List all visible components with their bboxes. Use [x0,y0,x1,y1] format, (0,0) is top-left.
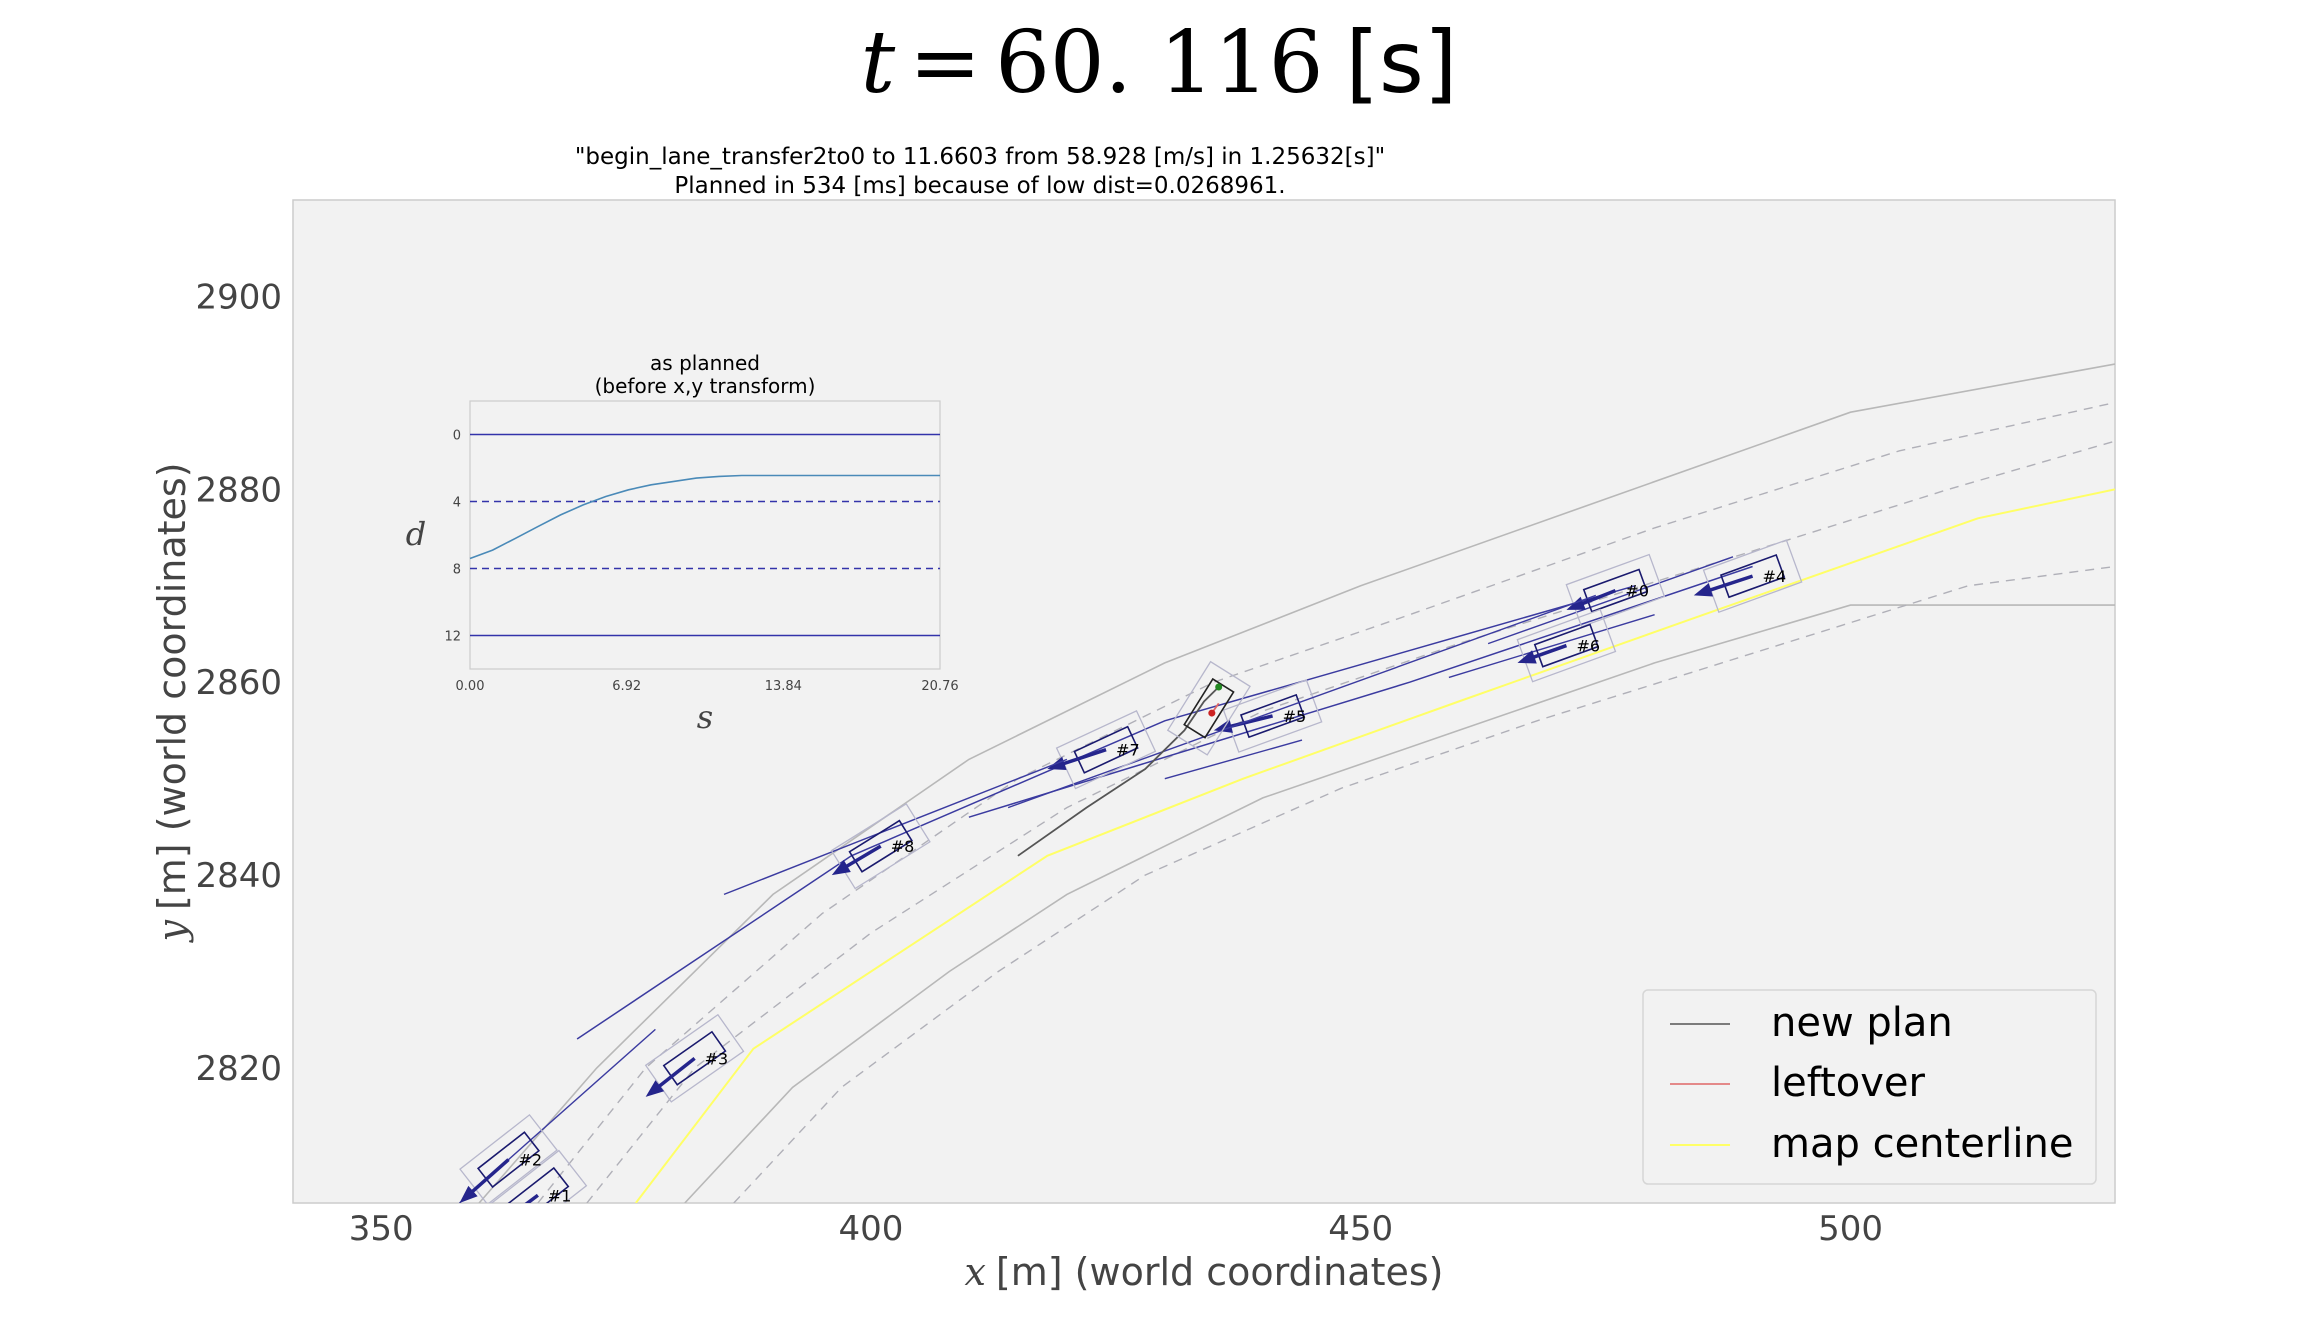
legend-label-new-plan: new plan [1771,1000,1953,1046]
vehicle-2-velocity-arrow [465,1158,510,1198]
vehicle-0-track [1487,556,1734,645]
legend-label-leftover: leftover [1771,1060,1926,1106]
vehicle-track-long-1 [968,565,1753,818]
vehicle-7-track [1007,594,1597,809]
vehicle-3-safety-box [644,1013,745,1103]
inset-xlabel: s [697,698,713,736]
map-centerline [635,488,2115,1203]
y-tick-label-2820: 2820 [195,1049,282,1089]
vehicle-1-label: #1 [548,1186,572,1205]
lane-dash-1 [586,440,2115,1203]
road-boundary-1 [684,604,2115,1203]
vehicle-2 [459,1113,558,1203]
road-boundary-0 [478,363,2115,1203]
y-tick-label-2840: 2840 [195,856,282,896]
vehicle-8-arrow-head [831,859,851,876]
vehicle-6-arrow-head [1517,650,1537,664]
title-time-value: 60. 116 [995,13,1323,113]
main-ylabel: y[m] (world coordinates) [150,462,194,943]
vehicle-3-velocity-arrow [652,1056,696,1093]
x-tick-label-450: 450 [1328,1209,1393,1249]
vehicle-6-track [1448,614,1655,679]
legend: new plan leftover map centerline [1642,989,2097,1185]
vehicle-4-velocity-arrow [1702,574,1754,594]
vehicle-4-label: #4 [1763,567,1787,586]
inset-x-tick-20.76: 20.76 [921,679,958,694]
ego-vehicle [1166,660,1251,756]
legend-label-map-centerline: map centerline [1771,1121,2073,1167]
vehicle-3-arrow-head [645,1080,665,1097]
vehicle-1-arrow-head [489,1216,508,1232]
x-tick-label-350: 350 [349,1209,414,1249]
x-tick-label-500: 500 [1818,1209,1883,1249]
vehicle-5-track [1164,739,1303,780]
vehicle-1-body [506,1166,570,1203]
vehicle-2-label: #2 [519,1151,543,1170]
vehicle-track-long-0 [576,585,1636,1040]
vehicle-7 [1055,709,1157,790]
figure-title: t = 60. 116 [s] [861,13,1458,113]
inset-x-tick-6.92: 6.92 [612,679,641,694]
vehicle-2-arrow-head [459,1185,478,1203]
vehicle-7-velocity-arrow [1056,748,1107,768]
ego-leftover-dot [1208,709,1216,717]
y-tick-label-2900: 2900 [195,277,282,317]
ego-vehicle-safety-box [1166,660,1251,756]
new-plan [1017,686,1220,857]
vehicle-2-body [476,1131,541,1189]
subtitle-line1: "begin_lane_transfer2to0 to 11.6603 from… [575,144,1385,170]
inset-title-line1: as planned [650,351,760,375]
lane-dash-2 [733,565,2115,1203]
x-tick-label-400: 400 [838,1209,903,1249]
inset-ylabel: d [406,515,426,553]
inset-plot-layer: 0.00 6.92 13.84 20.76 0 4 8 12 [444,429,958,695]
inset-y-tick-0: 0 [453,429,461,444]
vehicle-5-label: #5 [1283,707,1307,726]
vehicle-3-label: #3 [705,1049,729,1068]
vehicle-4-arrow-head [1693,583,1714,597]
main-plot-layer: #0 #1 #2 #3 #4 #5 #6 #7 #8 [459,363,2115,1232]
legend-box [1642,989,2097,1185]
vehicle-5-arrow-head [1213,719,1233,733]
title-equals: = [909,13,981,113]
inset-x-tick-13.84: 13.84 [765,679,802,694]
vehicle-2-safety-box [459,1113,558,1203]
vehicle-0-label: #0 [1625,582,1649,601]
vehicle-5-body [1239,693,1306,739]
y-tick-label-2860: 2860 [195,663,282,703]
inset-title-line2: (before x,y transform) [595,374,816,398]
vehicle-1-velocity-arrow [524,1193,539,1203]
vehicle-1 [488,1149,588,1203]
inset-y-tick-12: 12 [444,630,461,645]
inset-planned-path-0 [469,474,940,560]
vehicle-1-safety-box [488,1149,588,1203]
ego-plan-end-dot [1215,683,1223,691]
main-xlabel: x [m] (world coordinates) [964,1250,1443,1294]
vehicle-6-label: #6 [1576,637,1600,656]
vehicle-5-velocity-arrow [1223,714,1273,730]
inset-y-tick-4: 4 [453,496,461,511]
inset-y-tick-8: 8 [453,563,461,578]
inset-plot-area [469,400,941,670]
y-tick-label-2880: 2880 [195,470,282,510]
main-ticks: 350 400 450 500 2820 2840 2860 2880 2900 [195,277,1883,1249]
vehicle-7-label: #7 [1116,741,1140,760]
vehicle-7-safety-box [1055,709,1157,790]
vehicle-7-body [1073,725,1139,774]
subtitle-line2: Planned in 534 [ms] because of low dist=… [674,173,1285,199]
vehicle-8-track [723,758,1068,896]
vehicle-8-label: #8 [891,837,915,856]
ego-vehicle-body [1183,677,1235,739]
inset-x-tick-0.00: 0.00 [456,679,485,694]
title-unit: [s] [1345,13,1457,113]
